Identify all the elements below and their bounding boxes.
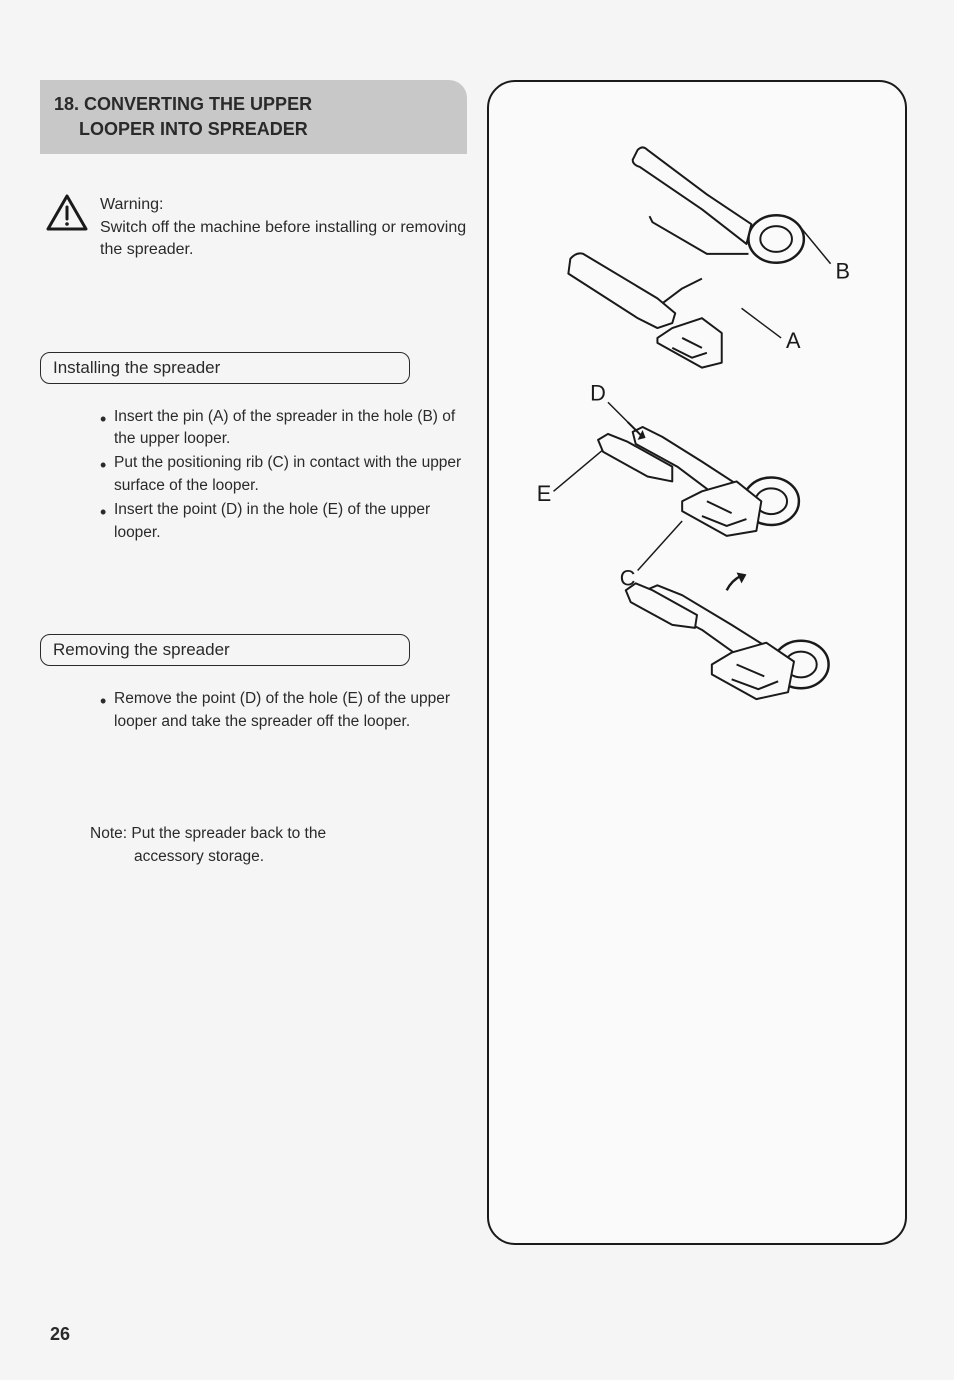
note-block: Note: Put the spreader back to the acces… bbox=[40, 823, 467, 868]
removing-heading: Removing the spreader bbox=[40, 634, 410, 666]
warning-icon bbox=[46, 194, 88, 232]
warning-label: Warning: bbox=[100, 194, 467, 216]
title-line2: LOOPER INTO SPREADER bbox=[79, 119, 308, 139]
warning-text: Warning: Switch off the machine before i… bbox=[100, 194, 467, 261]
page-container: 18. CONVERTING THE UPPER LOOPER INTO SPR… bbox=[40, 30, 914, 1350]
right-column: A B bbox=[487, 30, 914, 1350]
label-e: E bbox=[537, 481, 552, 506]
diagram-frame: A B bbox=[487, 80, 907, 1245]
section-title: 18. CONVERTING THE UPPER LOOPER INTO SPR… bbox=[40, 80, 467, 154]
warning-body: Switch off the machine before installing… bbox=[100, 219, 466, 258]
label-d: D bbox=[590, 380, 606, 405]
list-item: Remove the point (D) of the hole (E) of … bbox=[100, 688, 467, 733]
label-a: A bbox=[786, 328, 801, 353]
left-column: 18. CONVERTING THE UPPER LOOPER INTO SPR… bbox=[40, 30, 467, 1350]
note-line2: accessory storage. bbox=[90, 846, 467, 868]
page-number: 26 bbox=[50, 1324, 70, 1345]
diagram-illustration: A B bbox=[509, 102, 885, 752]
warning-block: Warning: Switch off the machine before i… bbox=[40, 194, 467, 261]
note-label: Note: bbox=[90, 825, 127, 842]
installing-list: Insert the pin (A) of the spreader in th… bbox=[40, 406, 467, 545]
list-item: Put the positioning rib (C) in contact w… bbox=[100, 452, 467, 497]
note-line1: Put the spreader back to the bbox=[131, 825, 326, 842]
list-item: Insert the pin (A) of the spreader in th… bbox=[100, 406, 467, 451]
title-number: 18. bbox=[54, 94, 79, 114]
title-line1: CONVERTING THE UPPER bbox=[84, 94, 312, 114]
list-item: Insert the point (D) in the hole (E) of … bbox=[100, 499, 467, 544]
installing-heading: Installing the spreader bbox=[40, 352, 410, 384]
removing-list: Remove the point (D) of the hole (E) of … bbox=[40, 688, 467, 733]
label-b: B bbox=[836, 259, 851, 284]
